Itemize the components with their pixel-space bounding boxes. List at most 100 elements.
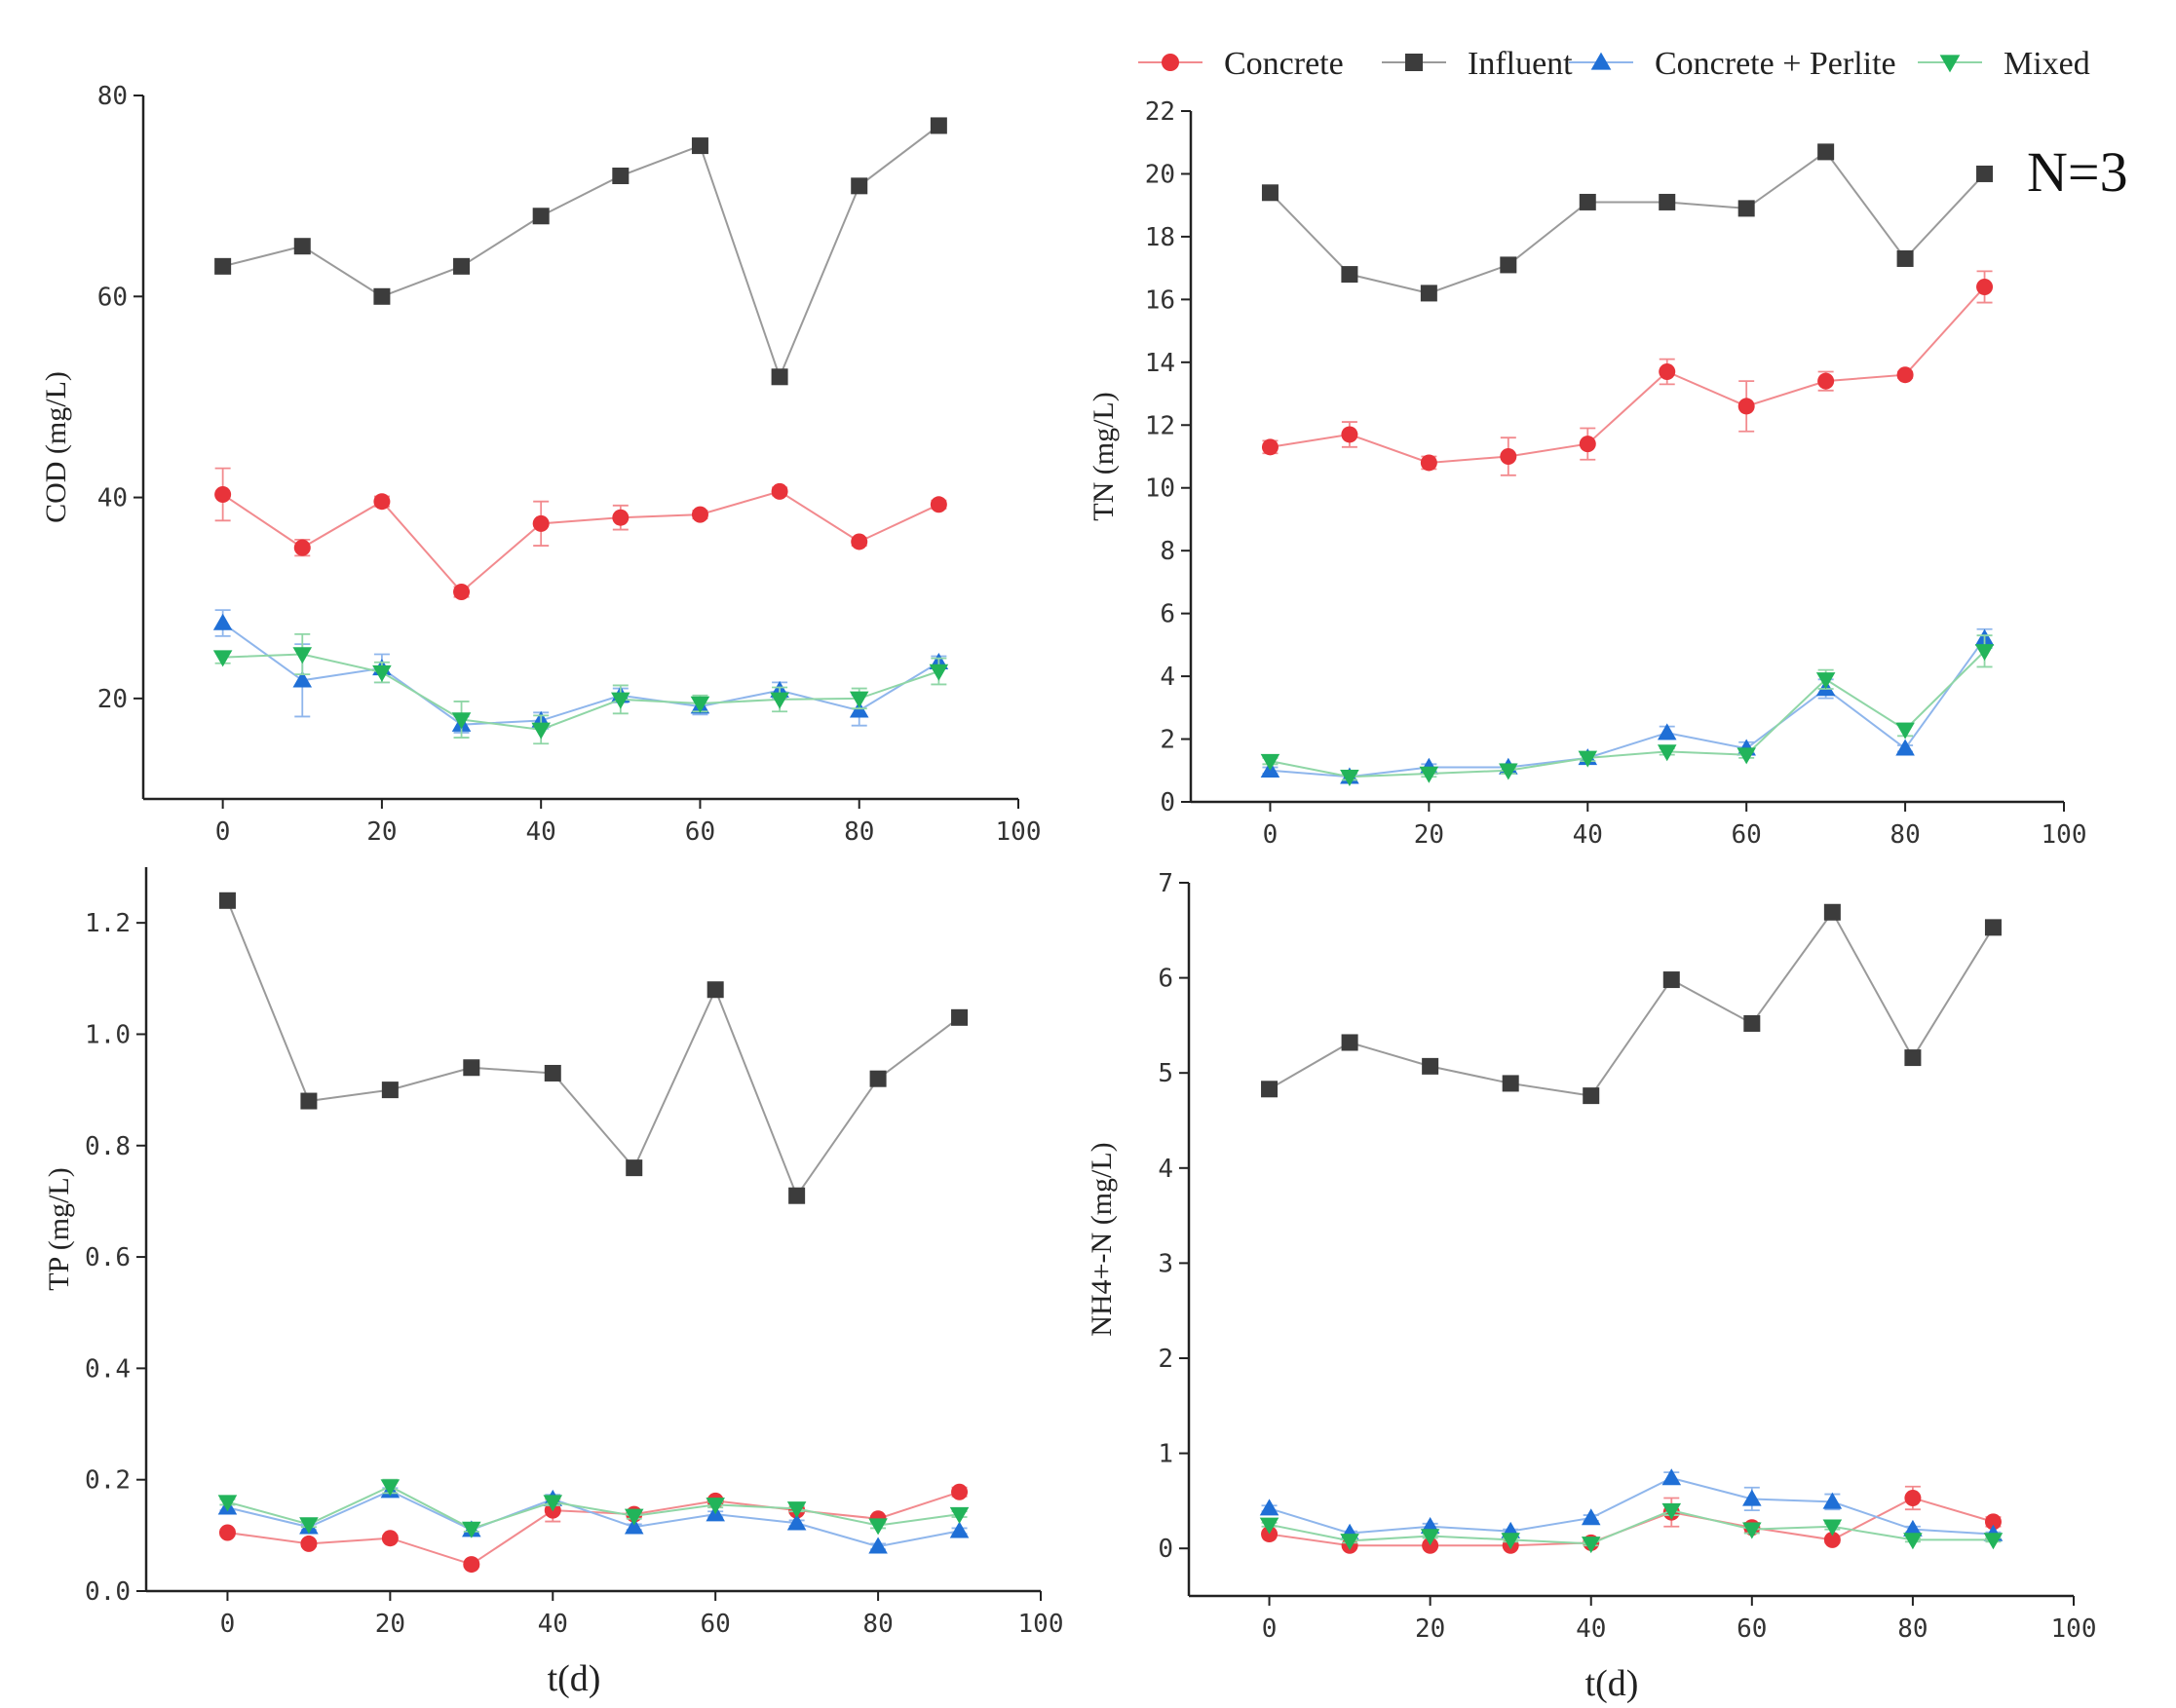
panel-nh4: 0 20 40 60 80 100 0 1 2 3 4 5 6 7 NH4+-N (mg/L) t(d) [1086,869,2096,1704]
data-point-mixed [1657,744,1677,762]
data-point-mixed [462,1521,481,1538]
y-tick-label: 20 [97,685,128,714]
data-point-perlite [292,670,313,688]
y-tick-label: 6 [1160,600,1175,629]
data-point-concrete [300,1535,318,1552]
data-point-mixed [1661,1502,1682,1520]
data-point-mixed [868,1518,888,1536]
data-point-influent [706,981,724,999]
data-point-influent [293,238,311,255]
y-tick-label: 22 [1145,97,1175,127]
legend-item-concrete: Concrete [1138,46,1344,82]
data-point-mixed [1259,1517,1279,1535]
series-line-influent [222,125,939,380]
y-tick-label: 14 [1145,349,1175,378]
data-point-influent [1341,1034,1358,1051]
legend-label-perlite: Concrete + Perlite [1655,46,1896,82]
y-tick-label: 0.2 [85,1466,131,1496]
series-mixed [1259,1502,2004,1554]
series-line-perlite [222,622,939,726]
data-point-mixed [212,650,233,667]
data-point-perlite [1581,1508,1601,1526]
legend-marker-influent [1405,54,1423,71]
data-point-mixed [372,664,392,682]
data-point-perlite [624,1517,644,1535]
y-tick-label: 7 [1158,869,1173,898]
series-mixed [212,632,949,745]
data-point-influent [1261,1081,1279,1098]
data-point-influent [1823,903,1841,921]
data-point-influent [1904,1049,1922,1067]
y-tick-label: 0.6 [85,1243,131,1272]
data-point-influent [1500,256,1517,274]
y-tick-label: 4 [1160,663,1175,692]
series-concrete [1261,1485,2002,1554]
data-point-influent [1583,1087,1600,1105]
x-tick-label: 60 [701,1610,731,1639]
x-tick-label: 100 [2042,820,2087,850]
series-line-concrete [1270,285,1986,464]
series-concrete [1261,270,1994,476]
y-tick-label: 6 [1158,965,1173,994]
data-point-mixed [770,692,789,709]
data-point-mixed [706,1498,725,1515]
x-tick-label: 80 [1890,820,1920,850]
data-point-mixed [611,692,630,709]
legend-marker-mixed [1939,55,1961,73]
series-line-influent [1269,150,1986,294]
y-axis-label-cod: COD (mg/L) [40,371,72,523]
data-point-mixed [380,1479,401,1497]
data-point-concrete [1984,1513,2002,1531]
data-point-influent [463,1059,480,1077]
data-point-mixed [1419,766,1439,783]
series-mixed [1260,634,1995,786]
data-point-influent [930,117,947,134]
y-axis-label-nh4: NH4+-N (mg/L) [1086,1142,1118,1336]
x-axis-label-nh4: t(d) [1585,1663,1639,1704]
data-point-influent [218,892,236,909]
data-point-concrete [1579,436,1596,453]
data-point-mixed [1895,722,1915,740]
data-point-mixed [1742,1522,1762,1539]
data-point-mixed [786,1501,807,1519]
x-tick-label: 0 [215,817,231,847]
data-point-concrete [951,1483,969,1500]
data-point-influent [381,1082,399,1099]
data-point-concrete [1904,1489,1922,1506]
data-point-perlite [868,1537,888,1554]
x-tick-label: 0 [220,1610,236,1639]
series-line-perlite [227,1490,960,1548]
series-perlite [1259,1468,2004,1541]
series-line-influent [1269,910,1995,1097]
legend: Concrete Influent Concrete + Perlite Mixed [1138,46,2090,82]
y-tick-label: 80 [97,82,128,111]
x-tick-label: 80 [1897,1614,1928,1644]
data-point-mixed [1581,1537,1601,1554]
y-tick-label: 4 [1158,1155,1173,1184]
data-point-mixed [949,1506,970,1524]
series-line-perlite [1269,1476,1994,1536]
series-line-mixed [227,1485,960,1531]
data-point-perlite [1903,1519,1923,1537]
x-tick-label: 40 [1576,1614,1606,1644]
data-point-perlite [786,1513,807,1531]
series-line-mixed [222,653,939,731]
x-axis-label-tp: t(d) [548,1658,601,1699]
data-point-influent [1896,249,1914,267]
data-point-perlite [212,613,233,630]
legend-marker-perlite [1590,52,1612,70]
data-point-concrete [1659,362,1676,380]
data-point-perlite [1259,1499,1279,1516]
y-tick-label: 12 [1145,411,1175,440]
data-point-concrete [1737,398,1755,415]
data-point-influent [612,168,630,185]
x-tick-label: 0 [1262,1614,1278,1644]
data-point-influent [1976,165,1994,182]
data-point-concrete [1500,448,1517,465]
legend-label-mixed: Mixed [2004,46,2090,82]
y-tick-label: 0.4 [85,1354,131,1384]
y-tick-label: 0 [1160,788,1175,817]
x-tick-label: 20 [1414,820,1444,850]
